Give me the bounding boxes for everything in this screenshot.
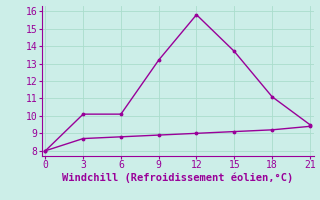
X-axis label: Windchill (Refroidissement éolien,°C): Windchill (Refroidissement éolien,°C): [62, 173, 293, 183]
